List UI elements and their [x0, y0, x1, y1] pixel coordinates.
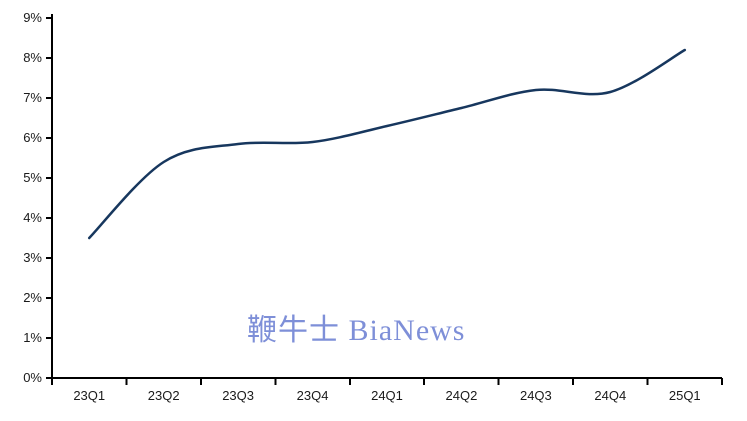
x-tick-label: 23Q2	[148, 388, 180, 403]
x-tick-label: 24Q1	[371, 388, 403, 403]
x-tick-label: 24Q4	[594, 388, 626, 403]
x-tick-label: 23Q4	[297, 388, 329, 403]
x-tick-label: 23Q3	[222, 388, 254, 403]
y-tick-label: 1%	[23, 330, 42, 345]
x-tick-label: 23Q1	[73, 388, 105, 403]
x-tick-label: 24Q3	[520, 388, 552, 403]
y-tick-label: 2%	[23, 290, 42, 305]
y-tick-label: 8%	[23, 50, 42, 65]
y-tick-label: 7%	[23, 90, 42, 105]
y-tick-label: 6%	[23, 130, 42, 145]
y-tick-label: 9%	[23, 10, 42, 25]
x-tick-label: 25Q1	[669, 388, 701, 403]
y-tick-label: 3%	[23, 250, 42, 265]
y-tick-label: 5%	[23, 170, 42, 185]
y-tick-label: 0%	[23, 370, 42, 385]
y-tick-label: 4%	[23, 210, 42, 225]
x-tick-label: 24Q2	[446, 388, 478, 403]
data-series-line	[87, 48, 687, 240]
